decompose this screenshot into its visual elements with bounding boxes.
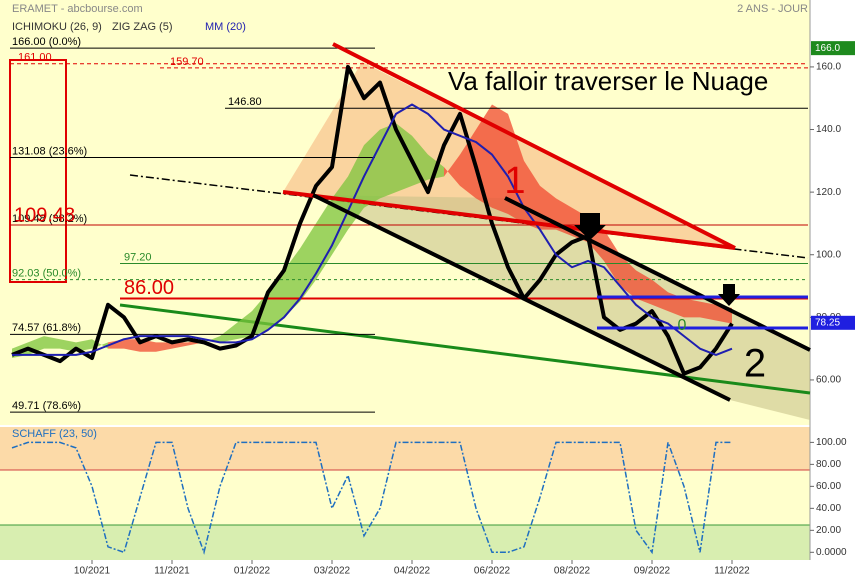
level-label: 97.20 [124, 251, 152, 263]
x-tick-label: 03/2022 [314, 566, 351, 577]
neutral-band [0, 470, 810, 525]
cloud-segment [300, 223, 316, 302]
level-label: 92.03 (50.0%) [12, 268, 81, 280]
green-trend [119, 303, 811, 395]
level-label: 166.00 (0.0%) [12, 36, 81, 48]
series-line [12, 103, 733, 356]
black-trend [312, 193, 731, 402]
legend-entry: SCHAFF (23, 50) [12, 428, 97, 440]
y-tick-label: 60.00 [816, 481, 841, 492]
x-tick-label: 09/2022 [634, 566, 671, 577]
chart-subtitle: 2 ANS - JOUR [737, 3, 808, 15]
level-label: 109.48 (38.2%) [12, 213, 87, 225]
level-label: 159.70 [170, 56, 204, 68]
x-tick-label: 10/2021 [74, 566, 111, 577]
overbought-band [0, 427, 810, 470]
y-tick-label: 160.0 [816, 62, 841, 73]
cloud-segment [444, 154, 460, 186]
level-label: 146.80 [228, 96, 262, 108]
y-tick-label: 0.0000 [816, 547, 847, 558]
annotation: 0 [678, 317, 687, 334]
cloud-segment [284, 248, 300, 318]
fibonacci-levels: 166.00 (0.0%) 161.00 159.70 146.80 131.08 (2… [10, 36, 808, 413]
annotation: Va falloir traverser le Nuage [448, 66, 768, 96]
series-line [11, 441, 732, 555]
y-tick-label: 120.0 [816, 187, 841, 198]
price-marker-label: 78.25 [815, 317, 840, 328]
cloud-segment [604, 229, 620, 287]
chart-title: ERAMET - abcbourse.com [12, 3, 143, 15]
cloud-segment [364, 129, 380, 208]
annotation: 109.48 [14, 204, 75, 226]
cloud-segment [684, 298, 700, 318]
price-marker [811, 41, 855, 56]
legend-entry: ZIG ZAG (5) [112, 21, 173, 33]
cloud-segment [316, 198, 332, 280]
y-tick-label: 140.0 [816, 124, 841, 135]
cloud-segment [236, 311, 252, 340]
cloud-segment [700, 301, 716, 321]
cloud-segment [60, 339, 76, 352]
level-label: 161.00 [18, 52, 52, 64]
x-tick-label: 06/2022 [474, 566, 511, 577]
cloud-segment [652, 279, 668, 312]
cloud-segment [172, 342, 188, 349]
arrow [574, 213, 606, 240]
legend-entry: ICHIMOKU (26, 9) [12, 21, 102, 33]
cloud-segment [380, 123, 396, 199]
trend-lines [282, 42, 811, 402]
oversold-band [0, 525, 810, 560]
zone-box [9, 59, 67, 283]
cloud-segment [620, 254, 636, 299]
cloud-segment [44, 336, 60, 349]
cloud-segment [412, 135, 428, 186]
arrow [718, 284, 740, 306]
x-tick-label: 01/2022 [234, 566, 271, 577]
cloud-segment [124, 339, 140, 352]
x-tick-label: 11/2022 [714, 566, 750, 577]
price-marker-label: 166.0 [815, 43, 840, 54]
y-tick-label: 20.00 [816, 525, 841, 536]
annotation: 1 [504, 160, 525, 202]
x-tick-label: 11/2021 [154, 566, 190, 577]
cloud-segment [268, 270, 284, 330]
plot [11, 64, 734, 376]
x-tick-label: 08/2022 [554, 566, 591, 577]
price-marker [811, 315, 855, 330]
level-label: 86.00 [124, 277, 174, 299]
cloud-segment [508, 113, 524, 224]
x-tick-label: 04/2022 [394, 566, 431, 577]
red-trend [282, 190, 736, 250]
annotation: 2 [744, 342, 766, 386]
black-trend [504, 196, 811, 352]
red-trend [332, 42, 736, 250]
y-tick-label: 40.00 [816, 503, 841, 514]
cloud-segment [220, 323, 236, 343]
cloud-segment [156, 342, 172, 352]
cloud-segment [460, 129, 476, 199]
level-label: 74.57 (61.8%) [12, 322, 81, 334]
cloud-segment [348, 145, 364, 230]
level-label: 49.71 (78.6%) [12, 400, 81, 412]
cloud-segment [76, 339, 92, 352]
y-tick-label: 100.0 [816, 249, 841, 260]
legend-entry: MM (20) [205, 21, 246, 33]
y-tick-label: 80.00 [816, 459, 841, 470]
y-tick-label: 100.00 [816, 437, 847, 448]
channel-fill [313, 195, 810, 420]
series-line [11, 64, 734, 376]
y-tick-label: 60.00 [816, 375, 841, 386]
level-label: 131.08 (23.6%) [12, 145, 87, 157]
